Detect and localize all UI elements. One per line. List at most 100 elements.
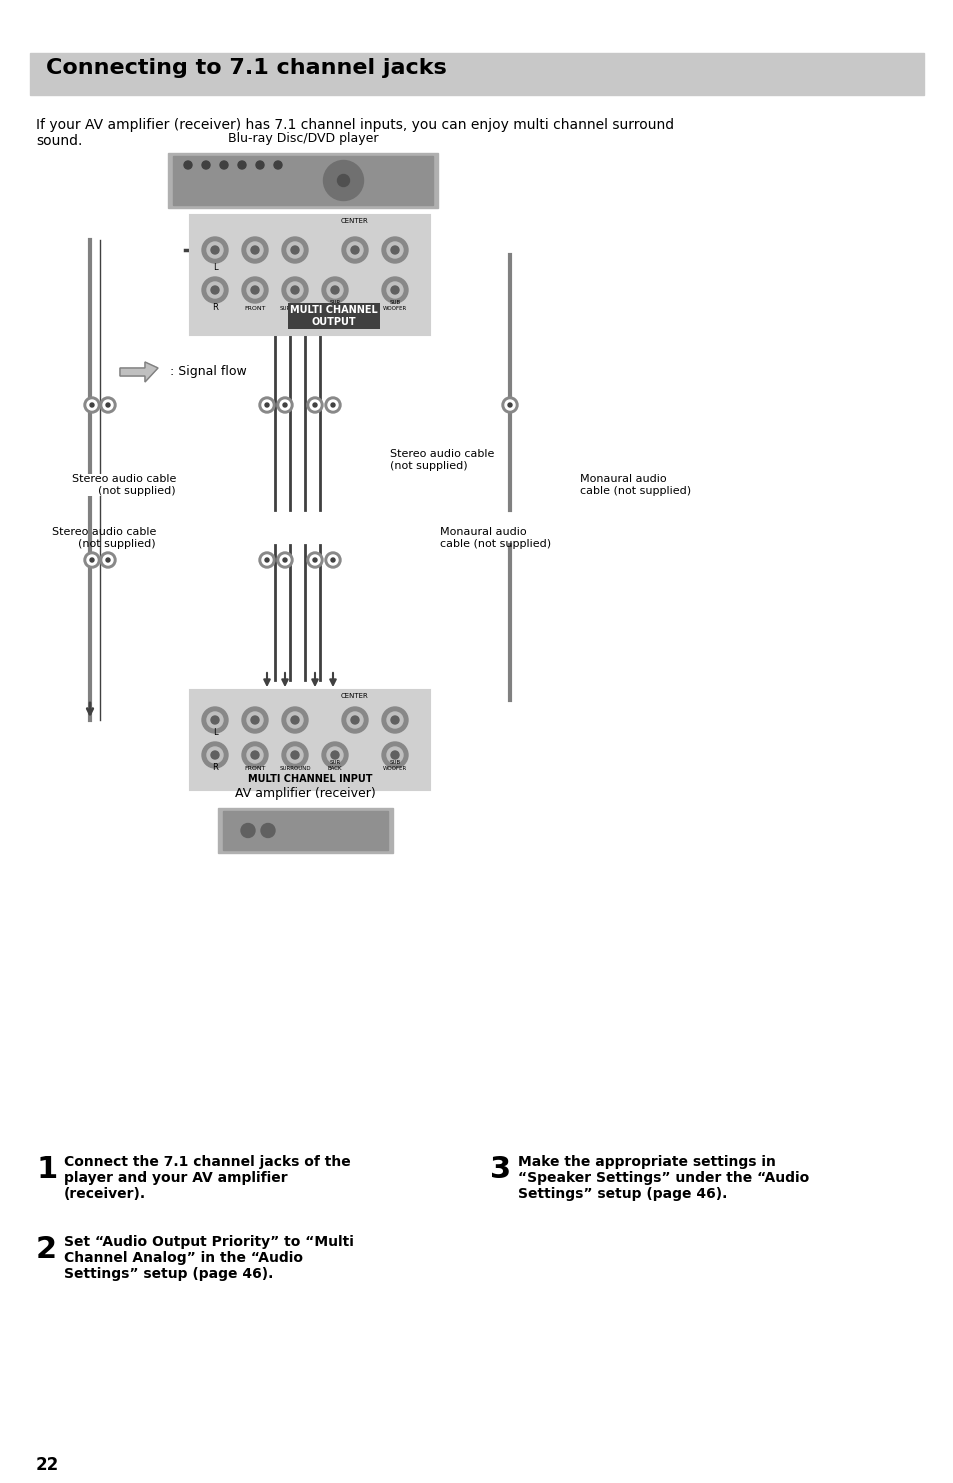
Circle shape [282, 742, 308, 768]
Circle shape [282, 237, 308, 262]
Circle shape [341, 237, 368, 262]
Circle shape [274, 162, 282, 169]
Text: L: L [213, 262, 217, 271]
Circle shape [501, 397, 517, 412]
Circle shape [261, 823, 274, 838]
Circle shape [106, 403, 110, 406]
Circle shape [90, 558, 94, 562]
Text: Connect the 7.1 channel jacks of the
player and your AV amplifier
(receiver).: Connect the 7.1 channel jacks of the pla… [64, 1155, 351, 1201]
Text: R: R [212, 762, 217, 773]
Circle shape [242, 277, 268, 303]
Bar [30, 53, 923, 95]
Circle shape [90, 403, 94, 406]
Circle shape [282, 277, 308, 303]
Circle shape [307, 397, 323, 412]
Circle shape [287, 242, 303, 258]
Circle shape [331, 403, 335, 406]
Circle shape [280, 400, 290, 409]
Circle shape [211, 286, 219, 294]
Circle shape [207, 712, 223, 728]
Text: Set “Audio Output Priority” to “Multi
Channel Analog” in the “Audio
Settings” se: Set “Audio Output Priority” to “Multi Ch… [64, 1235, 354, 1281]
Circle shape [331, 286, 338, 294]
Text: R: R [212, 303, 217, 311]
Text: SUR
BACK: SUR BACK [328, 761, 342, 771]
Circle shape [265, 558, 269, 562]
Circle shape [251, 750, 258, 759]
Text: Stereo audio cable
(not supplied): Stereo audio cable (not supplied) [51, 526, 156, 549]
Circle shape [202, 707, 228, 733]
Circle shape [327, 747, 343, 762]
Text: : Signal flow: : Signal flow [170, 365, 247, 378]
Circle shape [313, 403, 316, 406]
Circle shape [322, 742, 348, 768]
Circle shape [283, 558, 287, 562]
Circle shape [103, 400, 112, 409]
Circle shape [291, 286, 298, 294]
Circle shape [313, 558, 316, 562]
Circle shape [387, 747, 402, 762]
Circle shape [251, 246, 258, 254]
Text: Connecting to 7.1 channel jacks: Connecting to 7.1 channel jacks [46, 58, 446, 79]
Circle shape [381, 707, 408, 733]
Circle shape [202, 162, 210, 169]
Text: FRONT: FRONT [244, 305, 266, 311]
Text: SUB
WOOFER: SUB WOOFER [382, 300, 407, 311]
Circle shape [87, 555, 97, 565]
Circle shape [207, 747, 223, 762]
Circle shape [287, 747, 303, 762]
Circle shape [287, 712, 303, 728]
Circle shape [322, 277, 348, 303]
Circle shape [351, 246, 358, 254]
Polygon shape [120, 362, 158, 383]
Circle shape [87, 400, 97, 409]
Text: Make the appropriate settings in
“Speaker Settings” under the “Audio
Settings” s: Make the appropriate settings in “Speake… [517, 1155, 808, 1201]
Circle shape [387, 242, 402, 258]
Circle shape [247, 712, 263, 728]
Text: Monaural audio
cable (not supplied): Monaural audio cable (not supplied) [439, 526, 551, 549]
Text: L: L [213, 728, 217, 737]
Circle shape [211, 716, 219, 724]
Text: FRONT: FRONT [244, 767, 266, 771]
Circle shape [276, 397, 293, 412]
Circle shape [207, 242, 223, 258]
Circle shape [247, 242, 263, 258]
Circle shape [84, 552, 100, 568]
Circle shape [323, 160, 363, 200]
Circle shape [291, 750, 298, 759]
Circle shape [291, 716, 298, 724]
Text: Stereo audio cable
(not supplied): Stereo audio cable (not supplied) [390, 449, 494, 470]
Bar [218, 808, 393, 853]
Circle shape [202, 742, 228, 768]
Bar [172, 156, 433, 205]
Circle shape [381, 277, 408, 303]
Circle shape [325, 397, 340, 412]
Circle shape [276, 552, 293, 568]
Circle shape [258, 397, 274, 412]
Text: CENTER: CENTER [341, 693, 369, 698]
Circle shape [262, 555, 272, 565]
Circle shape [387, 282, 402, 298]
Text: 3: 3 [490, 1155, 511, 1183]
Circle shape [387, 712, 402, 728]
Circle shape [325, 552, 340, 568]
Circle shape [307, 552, 323, 568]
Text: SUB
WOOFER: SUB WOOFER [382, 761, 407, 771]
Circle shape [328, 555, 337, 565]
Circle shape [258, 552, 274, 568]
Circle shape [211, 246, 219, 254]
Bar [168, 153, 437, 208]
Circle shape [310, 400, 319, 409]
Circle shape [507, 403, 512, 406]
Text: SUR
BACK: SUR BACK [328, 300, 342, 311]
Circle shape [242, 742, 268, 768]
Circle shape [391, 286, 398, 294]
Circle shape [100, 397, 116, 412]
Circle shape [331, 558, 335, 562]
Text: CENTER: CENTER [341, 218, 369, 224]
Circle shape [241, 823, 254, 838]
Circle shape [100, 552, 116, 568]
Text: MULTI CHANNEL
OUTPUT: MULTI CHANNEL OUTPUT [290, 305, 377, 326]
Text: 22: 22 [36, 1456, 59, 1474]
Circle shape [184, 162, 192, 169]
Circle shape [391, 246, 398, 254]
